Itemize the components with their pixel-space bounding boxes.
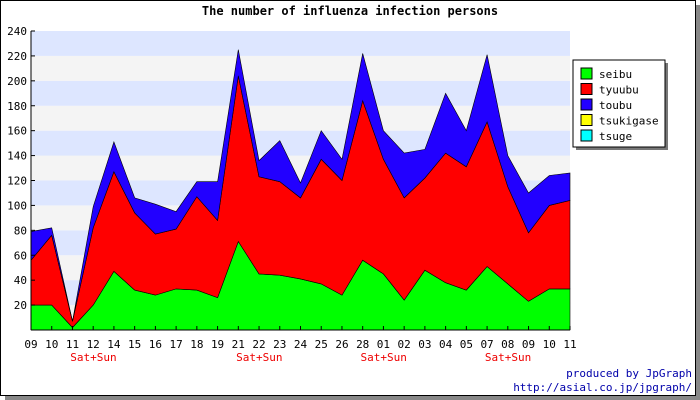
x-tick-label: 26: [335, 338, 348, 351]
x-tick-label: 14: [107, 338, 121, 351]
legend-swatch-tsuge: [580, 129, 593, 142]
x-tick-label: 12: [87, 338, 100, 351]
x-tick-label: 24: [294, 338, 308, 351]
x-tick-label: 09: [522, 338, 535, 351]
x-tick-label: 01: [377, 338, 390, 351]
x-tick-label: 23: [273, 338, 286, 351]
legend-label-tsuge: tsuge: [599, 130, 632, 143]
x-tick-label: 28: [356, 338, 369, 351]
y-tick-label: 220: [7, 50, 27, 63]
x-tick-label: 18: [190, 338, 203, 351]
x-tick-label: 21: [232, 338, 245, 351]
x-tick-label: 09: [24, 338, 37, 351]
credit-line-1: produced by JpGraph: [566, 367, 692, 380]
x-tick-label: 19: [211, 338, 224, 351]
y-tick-label: 200: [7, 75, 27, 88]
y-tick-label: 160: [7, 125, 27, 138]
legend-swatch-seibu: [580, 67, 593, 80]
legend-swatch-toubu: [580, 98, 593, 111]
legend-swatch-tsukigase: [580, 114, 593, 126]
y-tick-label: 140: [7, 150, 27, 163]
x-tick-label: 05: [460, 338, 473, 351]
grid-band: [31, 31, 570, 56]
x-tick-label: 07: [480, 338, 493, 351]
x-tick-label: 15: [128, 338, 141, 351]
y-tick-label: 40: [14, 274, 27, 287]
y-tick-label: 120: [7, 175, 27, 188]
x-tick-label: 17: [169, 338, 182, 351]
legend-label-tsukigase: tsukigase: [599, 115, 659, 128]
chart-title: The number of influenza infection person…: [201, 4, 499, 18]
y-tick-label: 60: [14, 249, 27, 262]
weekend-label: Sat+Sun: [70, 351, 116, 364]
legend-label-toubu: toubu: [599, 99, 632, 112]
x-tick-label: 25: [315, 338, 328, 351]
y-tick-label: 100: [7, 199, 27, 212]
x-tick-label: 02: [398, 338, 411, 351]
weekend-label: Sat+Sun: [236, 351, 282, 364]
x-tick-label: 22: [252, 338, 265, 351]
legend-swatch-tyuubu: [580, 83, 593, 95]
x-tick-label: 04: [439, 338, 453, 351]
y-tick-label: 20: [14, 299, 27, 312]
y-tick-label: 80: [14, 224, 27, 237]
credit-link[interactable]: http://asial.co.jp/jpgraph/: [513, 381, 692, 394]
x-tick-label: 03: [418, 338, 431, 351]
x-tick-label: 11: [563, 338, 576, 351]
weekend-label: Sat+Sun: [485, 351, 531, 364]
area-toubu: [30, 49, 571, 322]
grid-band: [31, 55, 570, 81]
weekend-label: Sat+Sun: [361, 351, 407, 364]
x-tick-label: 10: [543, 338, 556, 351]
legend-label-tyuubu: tyuubu: [599, 84, 639, 97]
x-tick-label: 08: [501, 338, 514, 351]
y-tick-label: 240: [7, 25, 27, 38]
y-tick-label: 180: [7, 100, 27, 113]
x-tick-label: 11: [66, 338, 79, 351]
x-tick-label: 10: [45, 338, 58, 351]
legend-label-seibu: seibu: [599, 68, 632, 81]
x-tick-label: 16: [149, 338, 162, 351]
